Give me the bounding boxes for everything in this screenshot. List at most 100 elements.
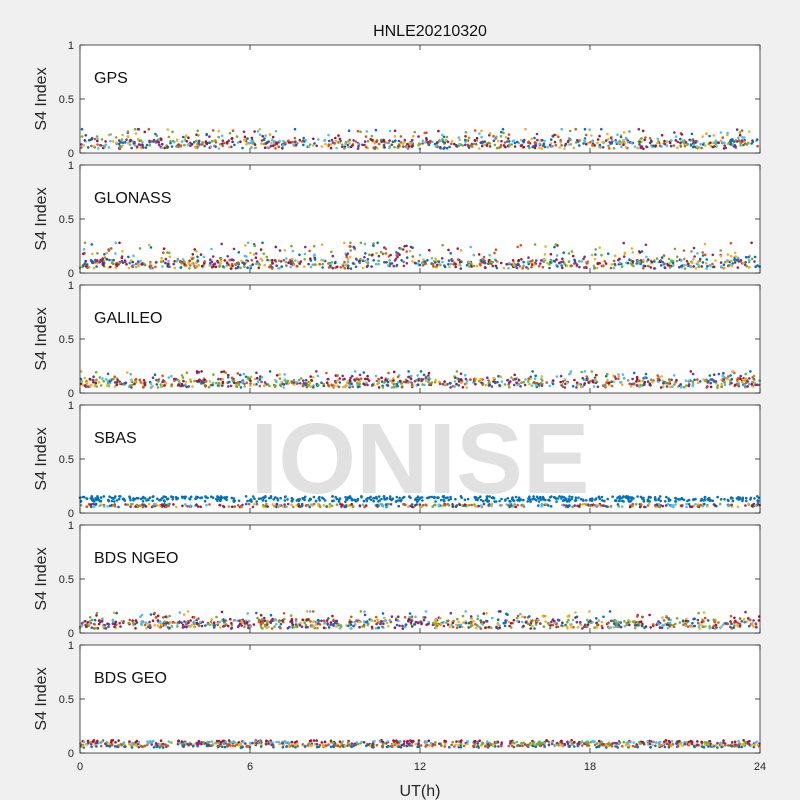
data-point — [162, 616, 165, 619]
data-point — [353, 620, 356, 624]
data-point — [80, 143, 83, 146]
data-point — [90, 626, 94, 629]
data-point — [416, 383, 420, 387]
data-point — [586, 623, 590, 626]
data-point — [383, 146, 386, 149]
data-point — [269, 613, 273, 617]
data-point — [600, 264, 604, 268]
data-point — [119, 140, 122, 144]
data-point — [228, 131, 232, 135]
data-point — [735, 140, 739, 143]
data-point — [464, 610, 468, 613]
data-point — [755, 138, 759, 141]
data-point — [542, 257, 545, 261]
data-point — [740, 129, 744, 132]
data-point — [326, 377, 330, 381]
data-point — [570, 625, 573, 629]
data-point — [239, 266, 242, 270]
data-point — [114, 620, 118, 624]
data-point — [154, 502, 158, 506]
data-point — [90, 138, 93, 141]
data-point — [543, 145, 547, 149]
data-point — [221, 139, 225, 142]
data-point — [210, 247, 213, 251]
data-point — [384, 247, 388, 251]
data-point — [617, 377, 620, 381]
data-point — [226, 254, 229, 258]
data-point — [137, 143, 141, 146]
data-point — [644, 505, 647, 509]
data-point — [738, 624, 742, 627]
data-point — [545, 381, 548, 384]
data-point — [494, 248, 498, 251]
y-tick-label: 0 — [68, 148, 74, 160]
y-tick-label: 1 — [68, 520, 74, 532]
data-point — [260, 618, 264, 621]
data-point — [130, 502, 133, 506]
data-point — [575, 615, 579, 619]
data-point — [443, 503, 446, 507]
data-point — [183, 260, 186, 264]
data-point — [230, 267, 233, 270]
data-point — [336, 379, 340, 382]
data-point — [487, 379, 490, 382]
data-point — [91, 261, 95, 265]
data-point — [474, 623, 477, 626]
data-point — [97, 147, 100, 150]
data-point — [638, 505, 642, 509]
data-point — [543, 139, 546, 143]
data-point — [705, 132, 708, 135]
data-point — [275, 380, 278, 384]
data-point — [131, 619, 134, 622]
data-point — [308, 249, 311, 253]
data-point — [717, 141, 720, 144]
data-point — [562, 251, 565, 254]
data-point — [405, 145, 409, 149]
data-point — [146, 622, 150, 626]
data-point — [375, 379, 379, 383]
data-point — [753, 497, 756, 500]
data-point — [183, 495, 187, 499]
data-point — [134, 262, 138, 266]
data-point — [161, 746, 165, 749]
data-point — [110, 741, 113, 744]
data-point — [701, 625, 705, 628]
data-point — [743, 142, 747, 145]
data-point — [178, 611, 182, 614]
data-point — [449, 497, 453, 501]
data-point — [295, 504, 299, 507]
data-point — [88, 615, 92, 619]
data-point — [740, 620, 744, 623]
data-point — [154, 261, 158, 264]
data-point — [446, 140, 450, 144]
data-point — [317, 502, 320, 506]
data-point — [693, 624, 696, 628]
data-point — [327, 626, 331, 629]
data-point — [218, 503, 221, 507]
data-point — [712, 373, 716, 377]
data-point — [729, 620, 732, 623]
data-point — [597, 619, 600, 622]
data-point — [711, 499, 714, 503]
data-point — [143, 383, 147, 387]
data-point — [739, 259, 743, 262]
data-point — [529, 742, 532, 745]
data-point — [335, 503, 339, 507]
data-point — [166, 262, 170, 266]
data-point — [179, 384, 182, 388]
data-point — [623, 620, 626, 623]
data-point — [377, 495, 381, 498]
data-point — [357, 378, 360, 381]
data-point — [374, 374, 378, 378]
data-point — [345, 498, 349, 502]
data-point — [750, 383, 754, 386]
data-point — [409, 245, 413, 249]
data-point — [143, 623, 147, 627]
data-point — [618, 499, 621, 503]
data-point — [381, 504, 384, 508]
data-point — [572, 146, 576, 150]
data-point — [392, 385, 396, 389]
data-point — [343, 385, 347, 389]
data-point — [264, 499, 268, 503]
data-point — [696, 378, 699, 381]
